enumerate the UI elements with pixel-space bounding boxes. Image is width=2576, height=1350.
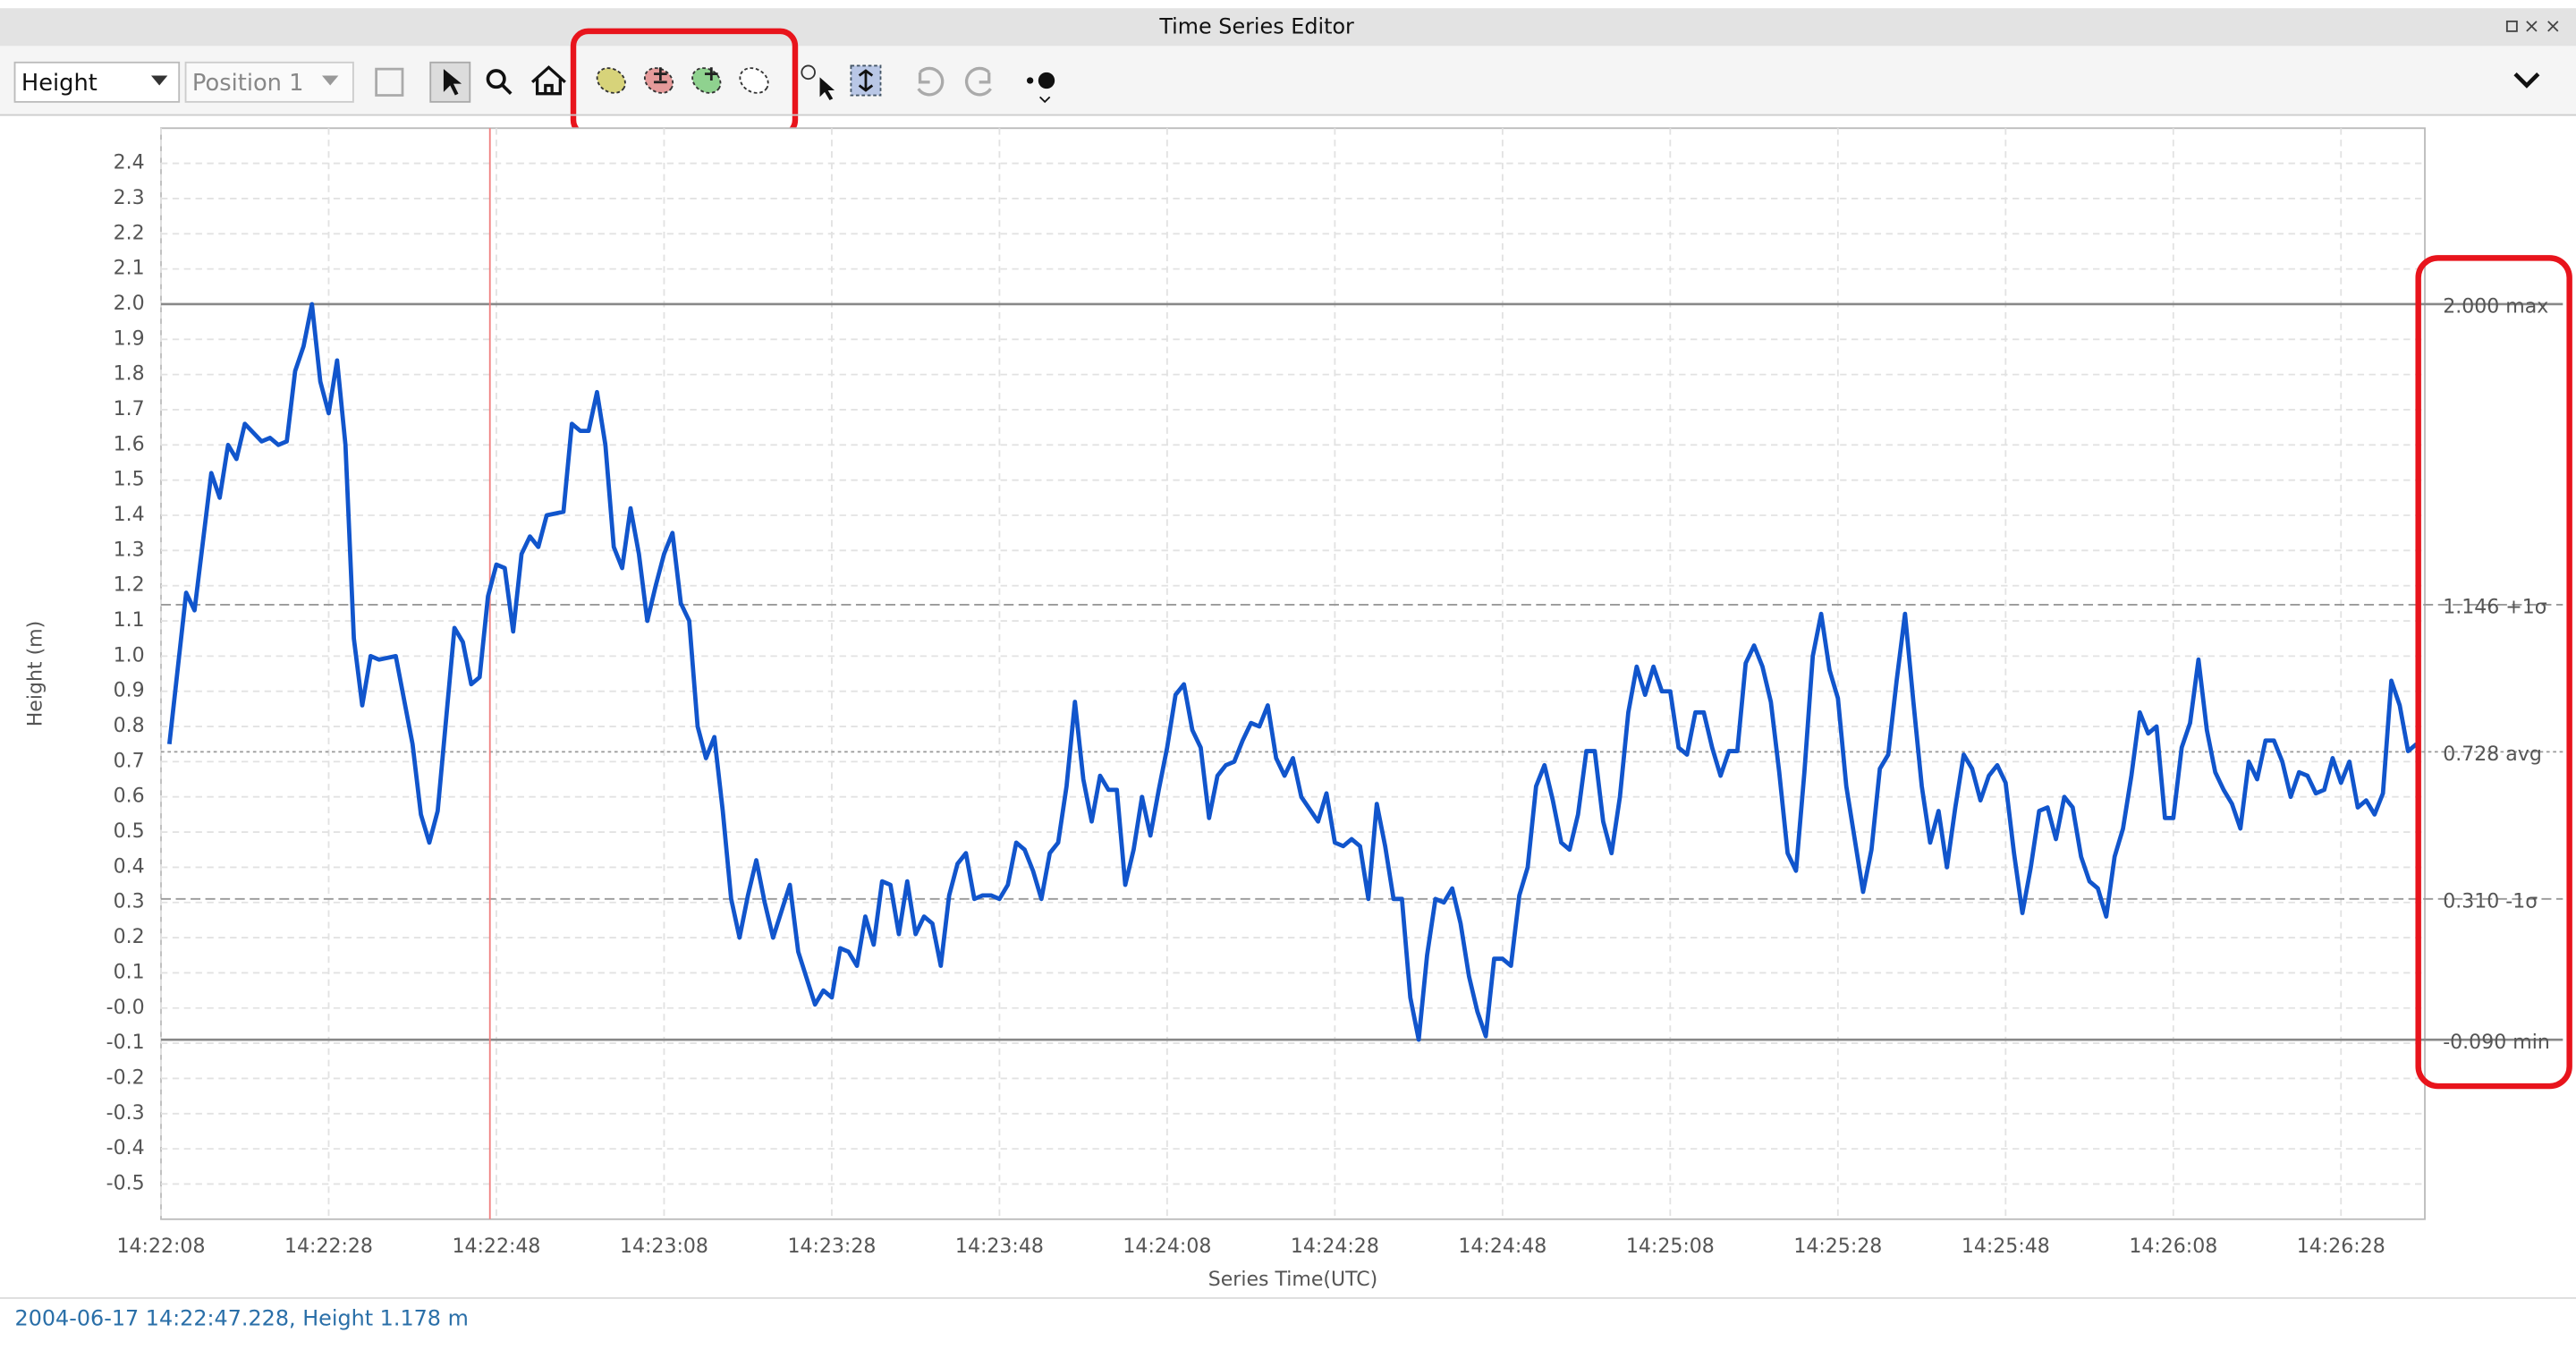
x-tick-label: 14:23:48 <box>955 1235 1044 1258</box>
zoom-handle[interactable] <box>501 84 513 95</box>
marker-arrow[interactable] <box>1039 96 1051 104</box>
y-tick-label: 0.6 <box>114 785 145 808</box>
x-tick-label: 14:22:28 <box>284 1235 373 1258</box>
status-text: 2004-06-17 14:22:47.228, Height 1.178 m <box>15 1305 469 1330</box>
data-layer <box>166 128 2419 1219</box>
point-cursor[interactable] <box>819 77 835 101</box>
marker-small[interactable] <box>1026 77 1034 84</box>
dropdown-arrow[interactable] <box>150 75 168 86</box>
x-tick-label: 14:25:48 <box>1962 1235 2050 1258</box>
dropdown-box[interactable] <box>13 61 181 103</box>
y-tick-label: 1.5 <box>114 469 145 491</box>
expand-button[interactable] <box>2513 72 2540 89</box>
zoom-tool[interactable] <box>486 69 513 95</box>
y-tick-label: 0.3 <box>114 891 145 913</box>
data-line <box>166 301 2419 1042</box>
y-tick-label: 1.4 <box>114 504 145 526</box>
close-button[interactable] <box>2526 21 2538 32</box>
lasso-select[interactable] <box>593 64 630 98</box>
undo-button[interactable] <box>917 66 945 97</box>
y-tick-label: 0.2 <box>114 926 145 948</box>
grid: -0.5 -0.4 -0.3 -0.2 -0.1 -0.0 0.1 0.2 0.3 0.4 0.5 0… <box>106 128 2426 1258</box>
x-tick-label: 14:24:28 <box>1291 1235 1379 1258</box>
toolbar <box>0 46 2576 115</box>
y-tick-label: 2.2 <box>114 222 145 244</box>
y-tick-label: 0.5 <box>114 820 145 843</box>
x-tick-label: 14:23:28 <box>787 1235 876 1258</box>
y-tick-label: 1.2 <box>114 574 145 597</box>
home-button[interactable] <box>530 65 566 96</box>
reference-label: 1.146 +1σ <box>2443 597 2547 619</box>
dropdown-arrow[interactable] <box>322 75 339 86</box>
y-tick-label: 2.1 <box>114 258 145 280</box>
y-tick-label: 1.6 <box>114 433 145 455</box>
y-tick-label: 1.9 <box>114 327 145 350</box>
plot-area <box>160 127 2426 1220</box>
dropdown-text[interactable]: Height <box>21 70 97 97</box>
y-tick-label: -0.0 <box>106 997 145 1019</box>
y-tick-label: -0.1 <box>106 1032 145 1054</box>
float-button[interactable] <box>2505 20 2518 32</box>
point-select-tool[interactable] <box>801 64 835 101</box>
dropdown-text[interactable]: Position 1 <box>192 70 304 97</box>
point-glyph[interactable] <box>801 64 816 81</box>
dropdown-box[interactable] <box>184 61 354 103</box>
y-tick-label: 0.4 <box>114 855 145 878</box>
y-tick-label: -0.4 <box>106 1137 145 1159</box>
y-tick-label: 1.8 <box>114 363 145 386</box>
x-tick-label: 14:24:48 <box>1458 1235 1546 1258</box>
x-tick-label: 14:24:08 <box>1123 1235 1211 1258</box>
x-tick-label: 14:26:28 <box>2297 1235 2385 1258</box>
y-tick-label: -0.2 <box>106 1066 145 1089</box>
x-tick-label: 14:26:08 <box>2129 1235 2217 1258</box>
window-buttons[interactable] <box>2505 20 2559 32</box>
marker-button[interactable] <box>1026 72 1055 104</box>
y-tick-label: 1.7 <box>114 398 145 420</box>
save-button[interactable] <box>375 67 404 97</box>
y-tick-label: -0.5 <box>106 1172 145 1194</box>
y-tick-label: 2.3 <box>114 187 145 209</box>
reference-label: 2.000 max <box>2443 296 2548 318</box>
x-tick-label: 14:22:48 <box>452 1235 540 1258</box>
selection-glyphs <box>654 67 718 81</box>
highlight-box <box>2415 255 2572 1090</box>
y-tick-label: 1.1 <box>114 609 145 632</box>
redo-button[interactable] <box>964 66 992 97</box>
x-tick-label: 14:25:28 <box>1793 1235 1882 1258</box>
x-tick-label: 14:23:08 <box>620 1235 708 1258</box>
x-tick-label: 14:22:08 <box>117 1235 206 1258</box>
variable-dropdown[interactable]: Height <box>13 61 181 103</box>
reference-label: -0.090 min <box>2443 1032 2550 1054</box>
zoom-lens[interactable] <box>486 69 506 89</box>
lasso-clear[interactable] <box>735 64 772 98</box>
x-tick-label: 14:25:08 <box>1626 1235 1715 1258</box>
reference-lines: 2.000 max 1.146 +1σ 0.728 avg 0.310 -1σ -0.0… <box>161 296 2563 1054</box>
range-glyph <box>858 69 874 92</box>
y-tick-label: 2.4 <box>114 152 145 174</box>
y-tick-label: 0.7 <box>114 750 145 772</box>
y-axis-label: Height (m) <box>24 621 47 726</box>
reference-label: 0.728 avg <box>2443 743 2542 766</box>
close-all-button[interactable] <box>2547 21 2559 32</box>
select-tool[interactable] <box>443 69 462 96</box>
position-dropdown[interactable]: Position 1 <box>184 61 354 103</box>
y-tick-label: 1.3 <box>114 539 145 561</box>
y-tick-label: -0.3 <box>106 1102 145 1125</box>
y-tick-label: 0.9 <box>114 680 145 702</box>
x-axis-label: Series Time(UTC) <box>1208 1269 1378 1291</box>
y-tick-label: 2.0 <box>114 293 145 315</box>
title-bar <box>0 8 2576 47</box>
y-tick-label: 1.0 <box>114 644 145 667</box>
reference-label: 0.310 -1σ <box>2443 890 2538 913</box>
y-tick-label: 0.1 <box>114 961 145 983</box>
y-tick-label: 0.8 <box>114 715 145 737</box>
window-title: Time Series Editor <box>1158 14 1354 39</box>
marker-large[interactable] <box>1038 72 1055 89</box>
